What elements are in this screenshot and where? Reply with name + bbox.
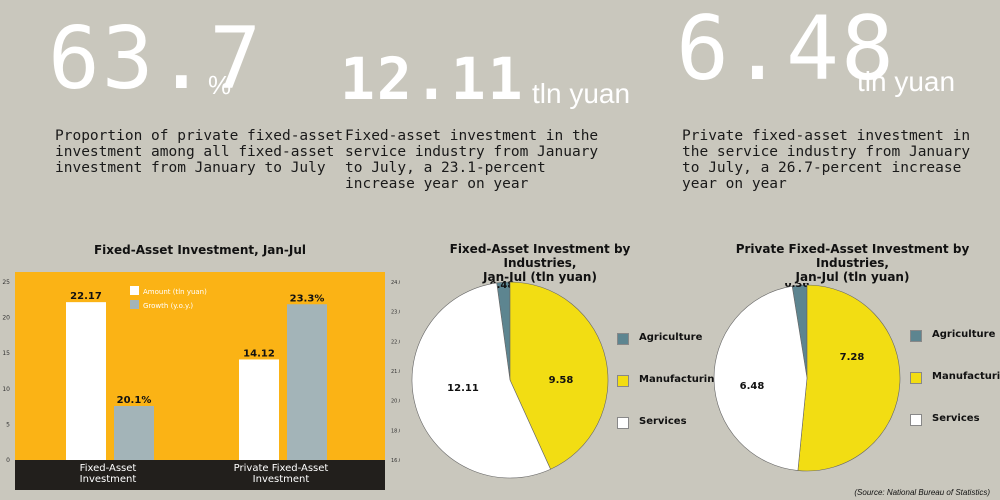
y-right-tick-label: 22.0% — [391, 339, 400, 345]
legend-label: Services — [639, 416, 687, 427]
y-left-tick-label: 25 — [2, 279, 10, 286]
stat-private-service-investment-description: Private fixed-asset investment in the se… — [682, 128, 971, 192]
stat-service-investment-unit: tln yuan — [532, 78, 631, 109]
y-left-tick-label: 5 — [6, 421, 10, 428]
stat-private-service-investment-value: 6.48 — [676, 0, 896, 100]
y-left-tick-label: 10 — [2, 386, 10, 393]
bar-chart-title: Fixed-Asset Investment, Jan-Jul — [93, 243, 307, 257]
y-right-tick-label: 20.0% — [391, 399, 400, 405]
stat-service-investment-value: 12.11 — [340, 45, 525, 113]
legend-label: Agriculture — [639, 332, 703, 343]
bar-chart-category-band — [15, 460, 385, 490]
pie-slice-label: 0.48 — [490, 280, 515, 291]
legend-label: Manufacturing — [639, 374, 722, 385]
pie1-title: Fixed-Asset Investment by Industries, Ja… — [449, 242, 631, 284]
pie-slice-label: 6.48 — [740, 381, 765, 392]
y-left-tick-label: 20 — [2, 315, 10, 322]
pie-slice-label: 0.36 — [785, 283, 810, 290]
pie1-chart: 0.48 9.58 12.11 — [411, 280, 609, 479]
bar-legend-label: Amount (tln yuan) — [143, 288, 207, 296]
bar-legend-label: Growth (y.o.y.) — [143, 302, 193, 310]
legend-swatch — [617, 333, 629, 345]
bar-legend-swatch — [130, 300, 139, 309]
pie-slice-manufacturing — [797, 284, 901, 472]
amount-bar — [66, 302, 106, 460]
amount-bar-label: 14.12 — [243, 348, 275, 359]
growth-bar-label: 20.1% — [117, 395, 152, 406]
y-left-tick-label: 0 — [6, 457, 10, 464]
pie-slice-label: 9.58 — [549, 375, 574, 386]
pie2-title: Private Fixed-Asset Investment by Indust… — [735, 242, 970, 284]
legend-label: Agriculture — [932, 329, 996, 340]
bar-chart: 0 5 10 15 20 25 16.0% 18.0% 20.0% 21.0% 22.0% 23.0%… — [2, 272, 400, 490]
source-note: (Source: National Bureau of Statistics) — [854, 488, 990, 497]
growth-bar — [114, 405, 154, 460]
pie2-chart: 0.36 7.28 6.48 — [713, 283, 901, 472]
stat-proportion-unit: % — [208, 70, 232, 100]
y-left-tick-label: 15 — [2, 350, 10, 357]
y-right-tick-label: 18.0% — [391, 428, 400, 434]
pie-slice-label: 7.28 — [840, 352, 865, 363]
legend-swatch — [910, 372, 922, 384]
legend-label: Manufacturing — [932, 371, 1000, 382]
y-right-tick-label: 16.0% — [391, 458, 400, 464]
stat-private-service-investment-unit: tln yuan — [857, 66, 956, 97]
pie-slice-manufacturing — [509, 281, 609, 470]
pie-slice-services — [713, 285, 808, 471]
growth-bar-label: 23.3% — [290, 293, 325, 304]
pie-slice-services — [411, 282, 551, 479]
stat-proportion-description: Proportion of private fixed-asset invest… — [55, 128, 344, 176]
pie-slice-label: 12.11 — [447, 383, 479, 394]
legend-swatch — [910, 330, 922, 342]
legend-swatch — [617, 375, 629, 387]
bar-legend-swatch — [130, 286, 139, 295]
y-right-tick-label: 21.0% — [391, 369, 400, 375]
growth-bar — [287, 304, 327, 460]
y-right-tick-label: 23.0% — [391, 310, 400, 316]
category-label: Fixed-Asset Investment — [80, 463, 137, 485]
legend-label: Services — [932, 413, 980, 424]
y-right-tick-label: 24.0% — [391, 280, 400, 286]
amount-bar — [239, 359, 279, 460]
amount-bar-label: 22.17 — [70, 291, 102, 302]
category-label: Private Fixed-Asset Investment — [234, 463, 329, 485]
legend-swatch — [617, 417, 629, 429]
stat-proportion-value: 63.7 — [48, 9, 264, 109]
stat-service-investment-description: Fixed-asset investment in the service in… — [345, 128, 599, 192]
legend-swatch — [910, 414, 922, 426]
